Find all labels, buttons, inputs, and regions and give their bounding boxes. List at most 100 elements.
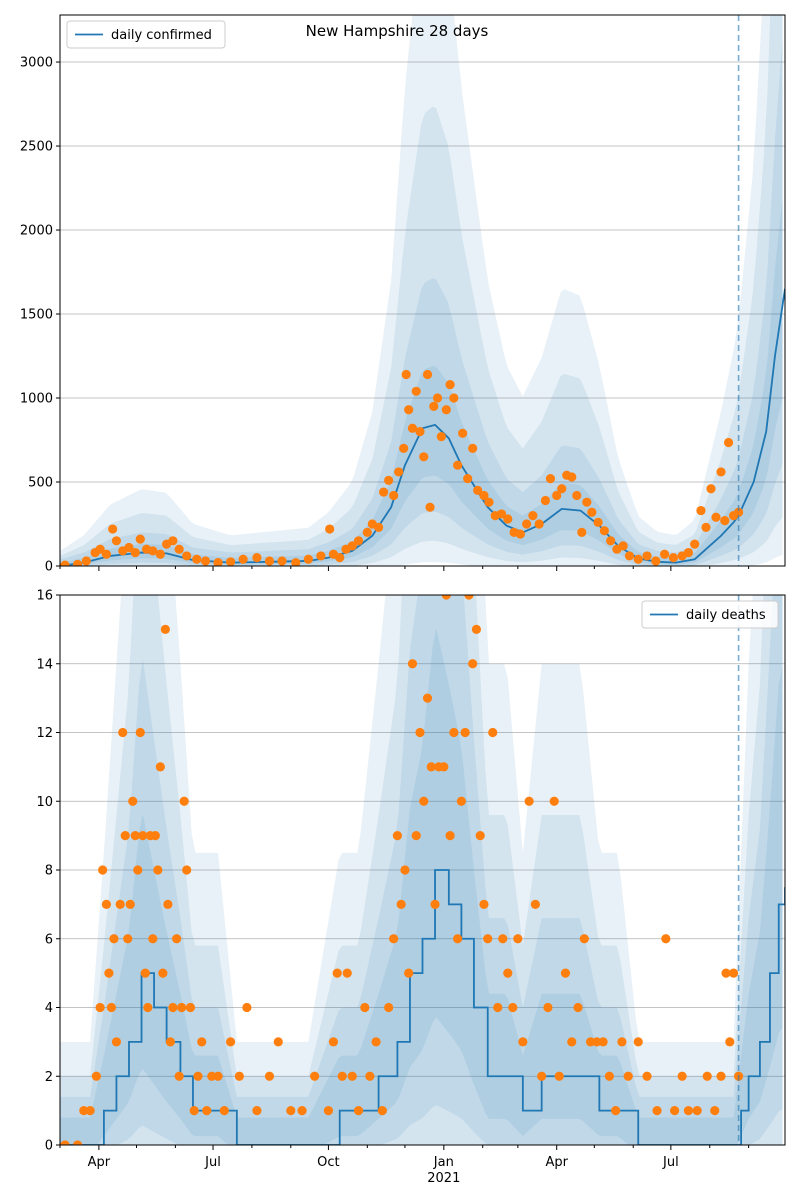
data-point [365,1071,375,1081]
data-point [518,1037,528,1047]
data-point [106,1002,117,1013]
data-point [711,512,721,522]
x-tick-year-label: 2021 [427,1171,460,1186]
y-tick-label: 0 [45,560,53,575]
data-point [163,899,173,909]
data-point [441,405,451,415]
data-point [104,968,114,978]
data-point [716,1071,726,1081]
data-point [503,968,513,978]
data-point [373,522,384,532]
uncertainty-band [60,198,783,566]
data-point [192,554,202,564]
y-tick-label: 2 [45,1070,53,1085]
data-point [109,934,119,944]
data-point [213,1071,223,1081]
data-point [453,460,463,470]
data-point [179,796,189,806]
confirmed-panel: 0 500 1000 1500 2000 2500 3000 daily confirmed [20,14,786,575]
data-point [702,1071,712,1081]
y-tick-label: 16 [36,589,53,604]
data-point [168,1002,178,1013]
data-point [325,524,335,534]
data-point [441,595,451,600]
data-point [399,443,409,454]
data-point [728,968,739,978]
legend-box [641,600,779,629]
data-point [419,452,429,462]
data-point [456,796,466,806]
plot-area [60,595,785,1145]
data-point [593,517,603,527]
data-point [392,831,403,841]
data-point [716,467,726,477]
uncertainty-bands [60,595,783,1145]
data-point [587,507,597,517]
data-point [193,1071,203,1081]
data-point [458,428,468,438]
data-point [543,1002,553,1013]
data-point [411,386,421,396]
data-point [573,1002,583,1013]
data-point [545,474,556,484]
data-point [572,490,582,501]
data-point [394,467,404,477]
data-point [213,558,223,566]
data-point [128,796,138,806]
y-tick-label: 4 [45,1001,53,1016]
data-point [432,393,443,403]
data-point [463,474,473,484]
data-point [445,831,455,841]
data-point [323,1106,334,1116]
data-point [426,762,436,772]
data-point [633,1037,643,1047]
data-point [95,544,105,554]
data-point [473,485,483,496]
data-point [683,547,694,558]
axes-frame [59,14,786,567]
data-point [422,369,433,380]
data-point [496,509,507,519]
data-point [484,497,494,507]
data-point [158,968,168,978]
data-point [540,495,551,506]
data-point [202,1106,212,1116]
y-tick-label: 1000 [20,392,53,407]
data-point [377,1106,387,1116]
data-point [225,1037,236,1047]
plot-area [60,15,785,566]
data-point [297,1106,307,1116]
data-point [252,1106,262,1116]
data-point [101,549,112,559]
x-tick-label: Apr [88,1155,111,1170]
data-point [264,1071,275,1081]
data-point [468,659,478,669]
data-point [360,1002,370,1013]
data-point [225,557,236,566]
data-point [362,527,372,538]
data-point [328,1037,339,1047]
y-tick-label: 8 [45,864,53,879]
data-point [567,472,577,482]
data-point [337,1071,347,1081]
legend-box [66,20,226,49]
y-tick-label: 1500 [20,308,53,323]
data-point [135,727,145,738]
data-point [449,393,459,403]
data-point [150,831,160,841]
data-point [652,1106,662,1116]
y-axis: 0 2 4 6 8 10 12 14 16 [36,589,60,1154]
data-point [464,595,474,600]
data-point [143,1002,153,1013]
data-point [515,529,525,539]
data-point [579,934,589,944]
data-point [182,551,192,561]
y-tick-label: 0 [45,1139,53,1154]
data-point [557,484,567,494]
data-point [286,1106,296,1116]
data-point [445,379,455,390]
uncertainty-band [60,595,783,1145]
data-point [168,536,178,546]
data-point [415,727,425,738]
